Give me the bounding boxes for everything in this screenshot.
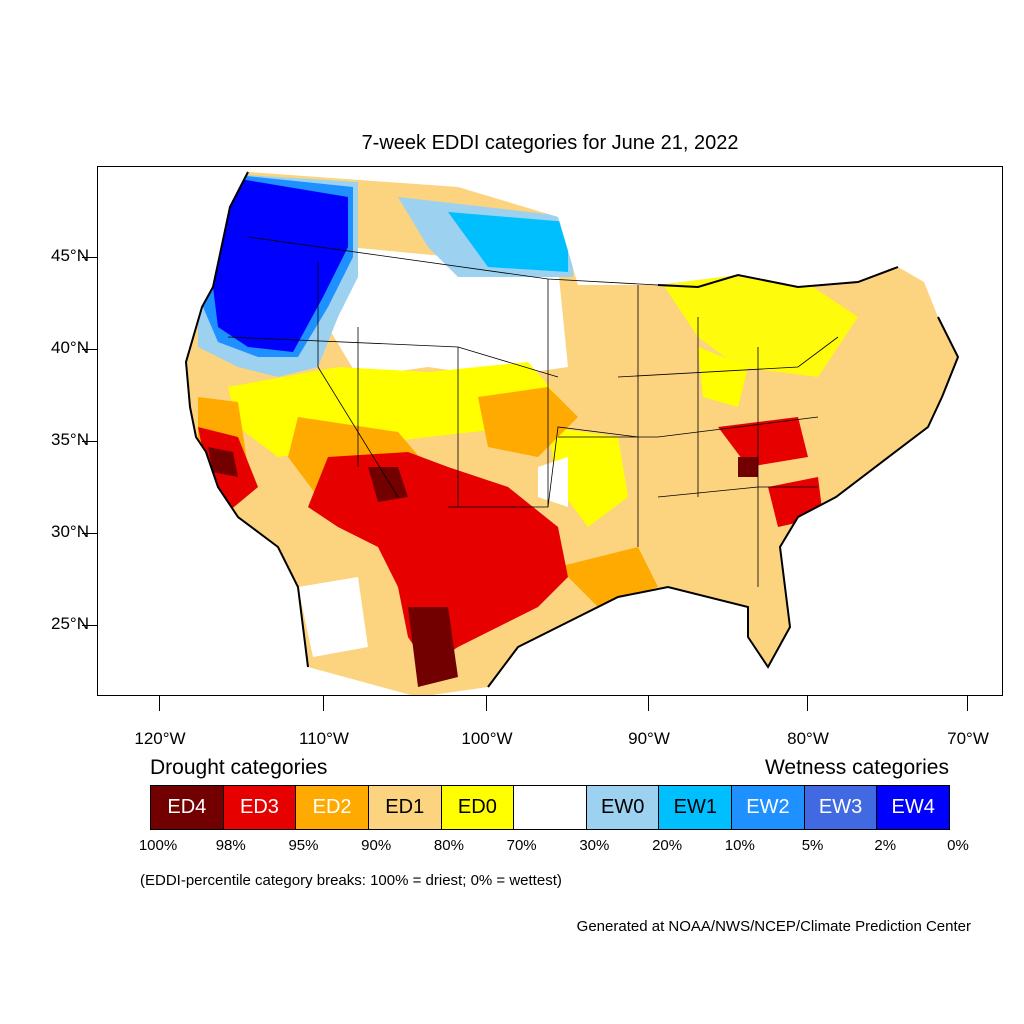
legend-box-ew2: EW2 (732, 786, 805, 829)
x-tick-label: 90°W (628, 729, 670, 748)
coastlines (184, 171, 960, 688)
legend-break-label: 90% (361, 837, 392, 854)
x-tick (159, 696, 161, 711)
legend-break-label: 98% (215, 837, 246, 854)
map-title: 7-week EDDI categories for June 21, 2022 (361, 132, 739, 154)
category-note: (EDDI-percentile category breaks: 100% =… (140, 872, 562, 889)
legend-box-ew0: EW0 (586, 786, 660, 829)
x-tick-label: 110°W (299, 729, 349, 748)
legend-box-ed2: ED2 (296, 786, 369, 829)
legend-break-label: 5% (801, 837, 824, 854)
legend-box-ew3: EW3 (804, 786, 878, 829)
x-tick (648, 696, 650, 711)
x-tick (967, 696, 969, 711)
legend-box-ew1: EW1 (659, 786, 733, 829)
x-tick-label: 100°W (461, 729, 513, 748)
legend-break-label: 20% (652, 837, 683, 854)
legend-box-ed3: ED3 (223, 786, 297, 829)
legend-break-label: 95% (288, 837, 319, 854)
y-tick (82, 625, 97, 627)
x-tick (807, 696, 809, 711)
legend-break-label: 70% (506, 837, 537, 854)
drought-heading: Drought categories (150, 756, 328, 779)
x-tick (486, 696, 488, 711)
x-tick-label: 120°W (134, 729, 186, 748)
credit-line: Generated at NOAA/NWS/NCEP/Climate Predi… (576, 918, 971, 935)
legend-break-label: 2% (874, 837, 897, 854)
x-tick (323, 696, 325, 711)
legend-break-label: 80% (433, 837, 464, 854)
map-frame (97, 166, 1003, 696)
y-tick-label: 30°N (51, 522, 89, 541)
eddi-map (184, 171, 960, 695)
category-fill (186, 172, 958, 695)
legend-box-ed0: ED0 (441, 786, 515, 829)
y-tick-label: 45°N (51, 246, 89, 265)
legend-break-label: 30% (579, 837, 610, 854)
wetness-heading: Wetness categories (764, 756, 949, 779)
legend-box-ed1: ED1 (368, 786, 442, 829)
y-tick-label: 25°N (51, 614, 89, 633)
y-tick-label: 40°N (51, 338, 89, 357)
x-tick-label: 70°W (947, 729, 989, 748)
legend-color-bar: ED4 ED3 ED2 ED1 ED0 EW0 EW1 EW2 EW3 EW4 (150, 785, 950, 830)
legend-break-label: 10% (724, 837, 755, 854)
legend-box-ed4: ED4 (151, 786, 224, 829)
legend-box-ew4: EW4 (877, 786, 950, 829)
legend-break-label: 0% (947, 837, 969, 854)
legend-box-neutral (514, 786, 587, 829)
y-tick (82, 441, 97, 443)
legend-break-label: 100% (138, 837, 178, 854)
x-tick-label: 80°W (787, 729, 829, 748)
y-tick-label: 35°N (51, 430, 89, 449)
y-tick (82, 257, 97, 259)
y-tick (82, 533, 97, 535)
state-boundaries (227, 236, 839, 587)
y-tick (82, 349, 97, 351)
